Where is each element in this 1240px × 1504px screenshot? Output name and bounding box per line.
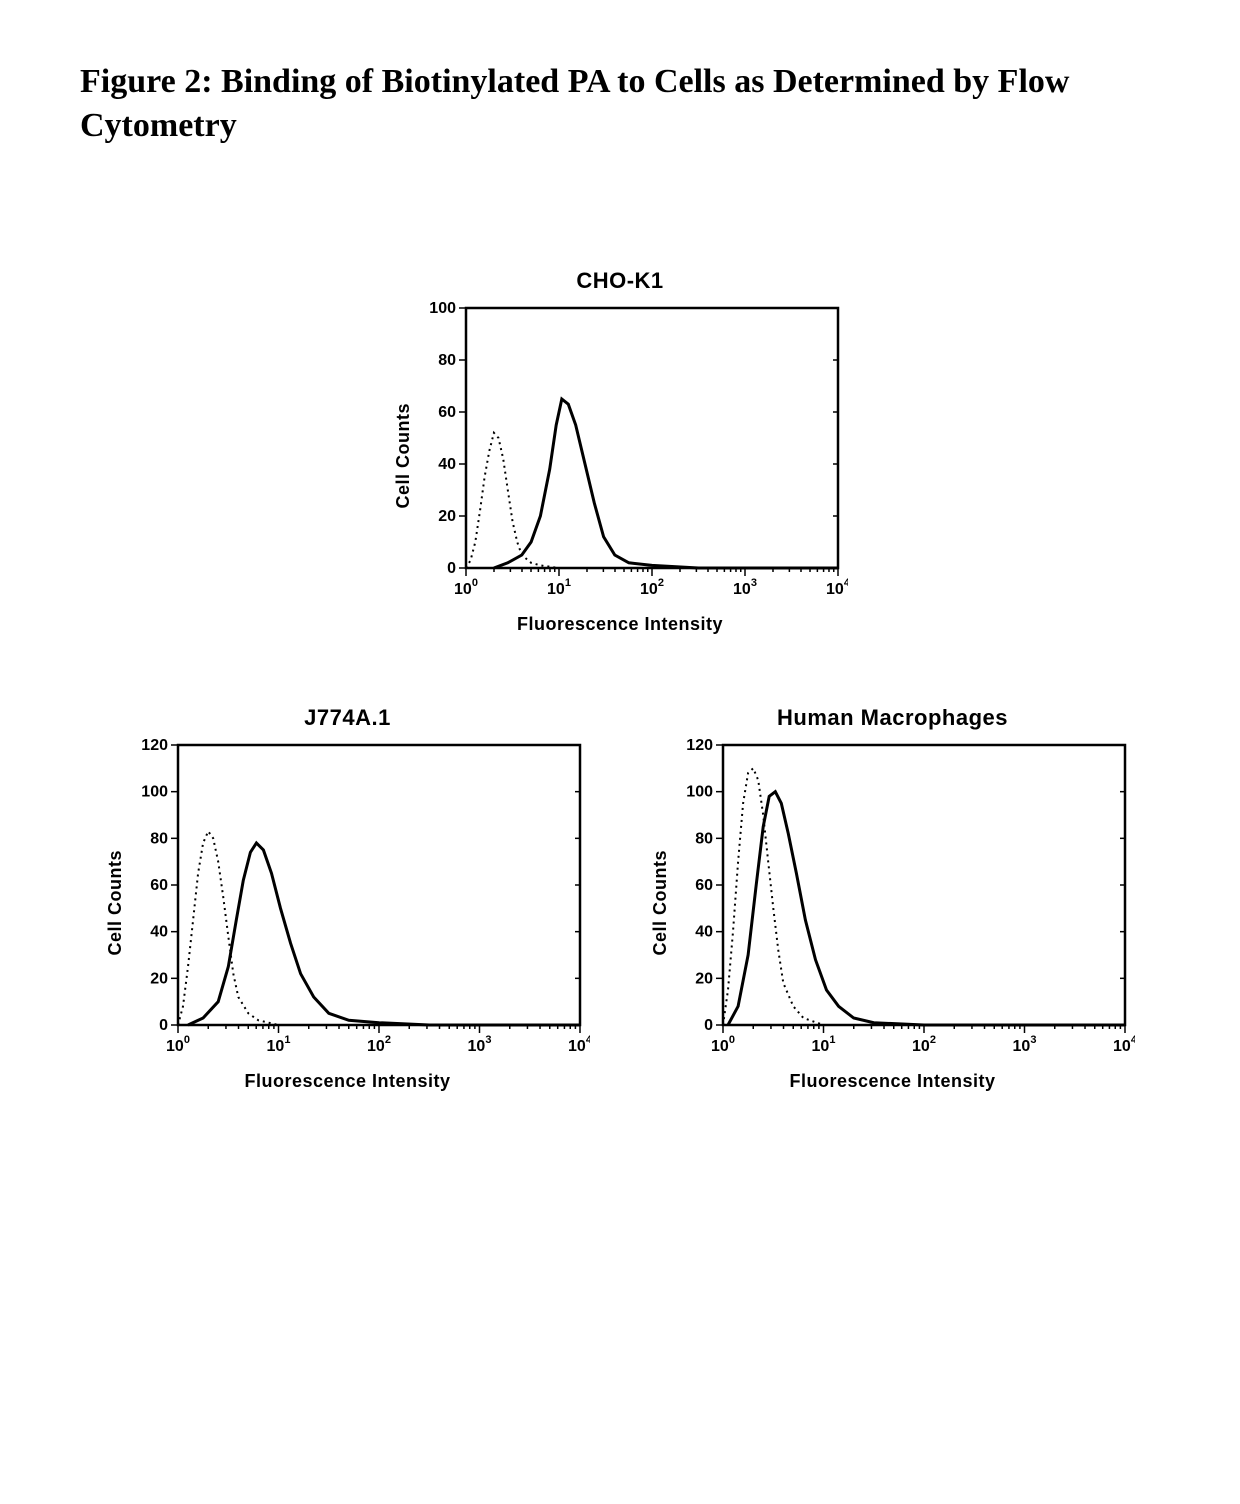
svg-text:104: 104 [568, 1034, 590, 1055]
svg-text:0: 0 [704, 1017, 713, 1034]
panels-container: CHO-K1 Cell Counts 0 20 40 60 80 100 100 101 102… [80, 268, 1160, 1092]
svg-text:40: 40 [150, 924, 168, 941]
svg-text:20: 20 [438, 508, 456, 525]
xlabel-cho: Fluorescence Intensity [517, 614, 723, 635]
svg-text:103: 103 [468, 1034, 492, 1055]
svg-text:104: 104 [1113, 1034, 1135, 1055]
svg-text:100: 100 [454, 577, 478, 598]
svg-text:40: 40 [438, 456, 456, 473]
svg-text:60: 60 [695, 877, 713, 894]
svg-text:80: 80 [150, 831, 168, 848]
panel-title-cho: CHO-K1 [576, 268, 663, 294]
svg-text:102: 102 [912, 1034, 936, 1055]
svg-text:100: 100 [166, 1034, 190, 1055]
chart-wrap-human: Cell Counts 0 20 40 60 80 100 120 100 101 102 103 1… [650, 737, 1135, 1067]
svg-text:101: 101 [812, 1034, 836, 1055]
chart-wrap-j774: Cell Counts 0 20 40 60 80 100 120 100 101 102 103 1… [105, 737, 590, 1067]
panel-title-human: Human Macrophages [777, 705, 1008, 731]
svg-text:102: 102 [640, 577, 664, 598]
svg-text:100: 100 [711, 1034, 735, 1055]
figure-title: Figure 2: Binding of Biotinylated PA to … [80, 60, 1160, 148]
svg-text:100: 100 [429, 300, 456, 317]
panel-human: Human Macrophages Cell Counts 0 20 40 60 80 1… [650, 705, 1135, 1092]
svg-text:20: 20 [150, 971, 168, 988]
svg-text:100: 100 [686, 784, 713, 801]
svg-text:103: 103 [733, 577, 757, 598]
svg-text:101: 101 [267, 1034, 291, 1055]
svg-text:102: 102 [367, 1034, 391, 1055]
svg-text:0: 0 [447, 560, 456, 577]
svg-text:80: 80 [695, 831, 713, 848]
histogram-j774: 0 20 40 60 80 100 120 100 101 102 103 104 [130, 737, 590, 1067]
svg-text:120: 120 [141, 737, 168, 754]
row-bottom: J774A.1 Cell Counts 0 20 40 60 80 100 120 100 10… [80, 705, 1160, 1092]
svg-text:104: 104 [826, 577, 848, 598]
svg-text:40: 40 [695, 924, 713, 941]
ylabel-human: Cell Counts [650, 850, 671, 956]
xlabel-human: Fluorescence Intensity [789, 1071, 995, 1092]
histogram-human: 0 20 40 60 80 100 120 100 101 102 103 104 [675, 737, 1135, 1067]
svg-text:101: 101 [547, 577, 571, 598]
svg-text:100: 100 [141, 784, 168, 801]
svg-text:80: 80 [438, 352, 456, 369]
xlabel-j774: Fluorescence Intensity [244, 1071, 450, 1092]
panel-cho: CHO-K1 Cell Counts 0 20 40 60 80 100 100 101 102… [393, 268, 848, 635]
histogram-cho: 0 20 40 60 80 100 100 101 102 103 104 [418, 300, 848, 610]
chart-wrap-cho: Cell Counts 0 20 40 60 80 100 100 101 102 103 104 [393, 300, 848, 610]
panel-j774: J774A.1 Cell Counts 0 20 40 60 80 100 120 100 10… [105, 705, 590, 1092]
ylabel-cho: Cell Counts [393, 403, 414, 509]
svg-text:60: 60 [150, 877, 168, 894]
svg-text:0: 0 [159, 1017, 168, 1034]
ylabel-j774: Cell Counts [105, 850, 126, 956]
svg-text:20: 20 [695, 971, 713, 988]
panel-title-j774: J774A.1 [304, 705, 391, 731]
svg-text:120: 120 [686, 737, 713, 754]
svg-text:103: 103 [1013, 1034, 1037, 1055]
svg-text:60: 60 [438, 404, 456, 421]
row-top: CHO-K1 Cell Counts 0 20 40 60 80 100 100 101 102… [80, 268, 1160, 635]
